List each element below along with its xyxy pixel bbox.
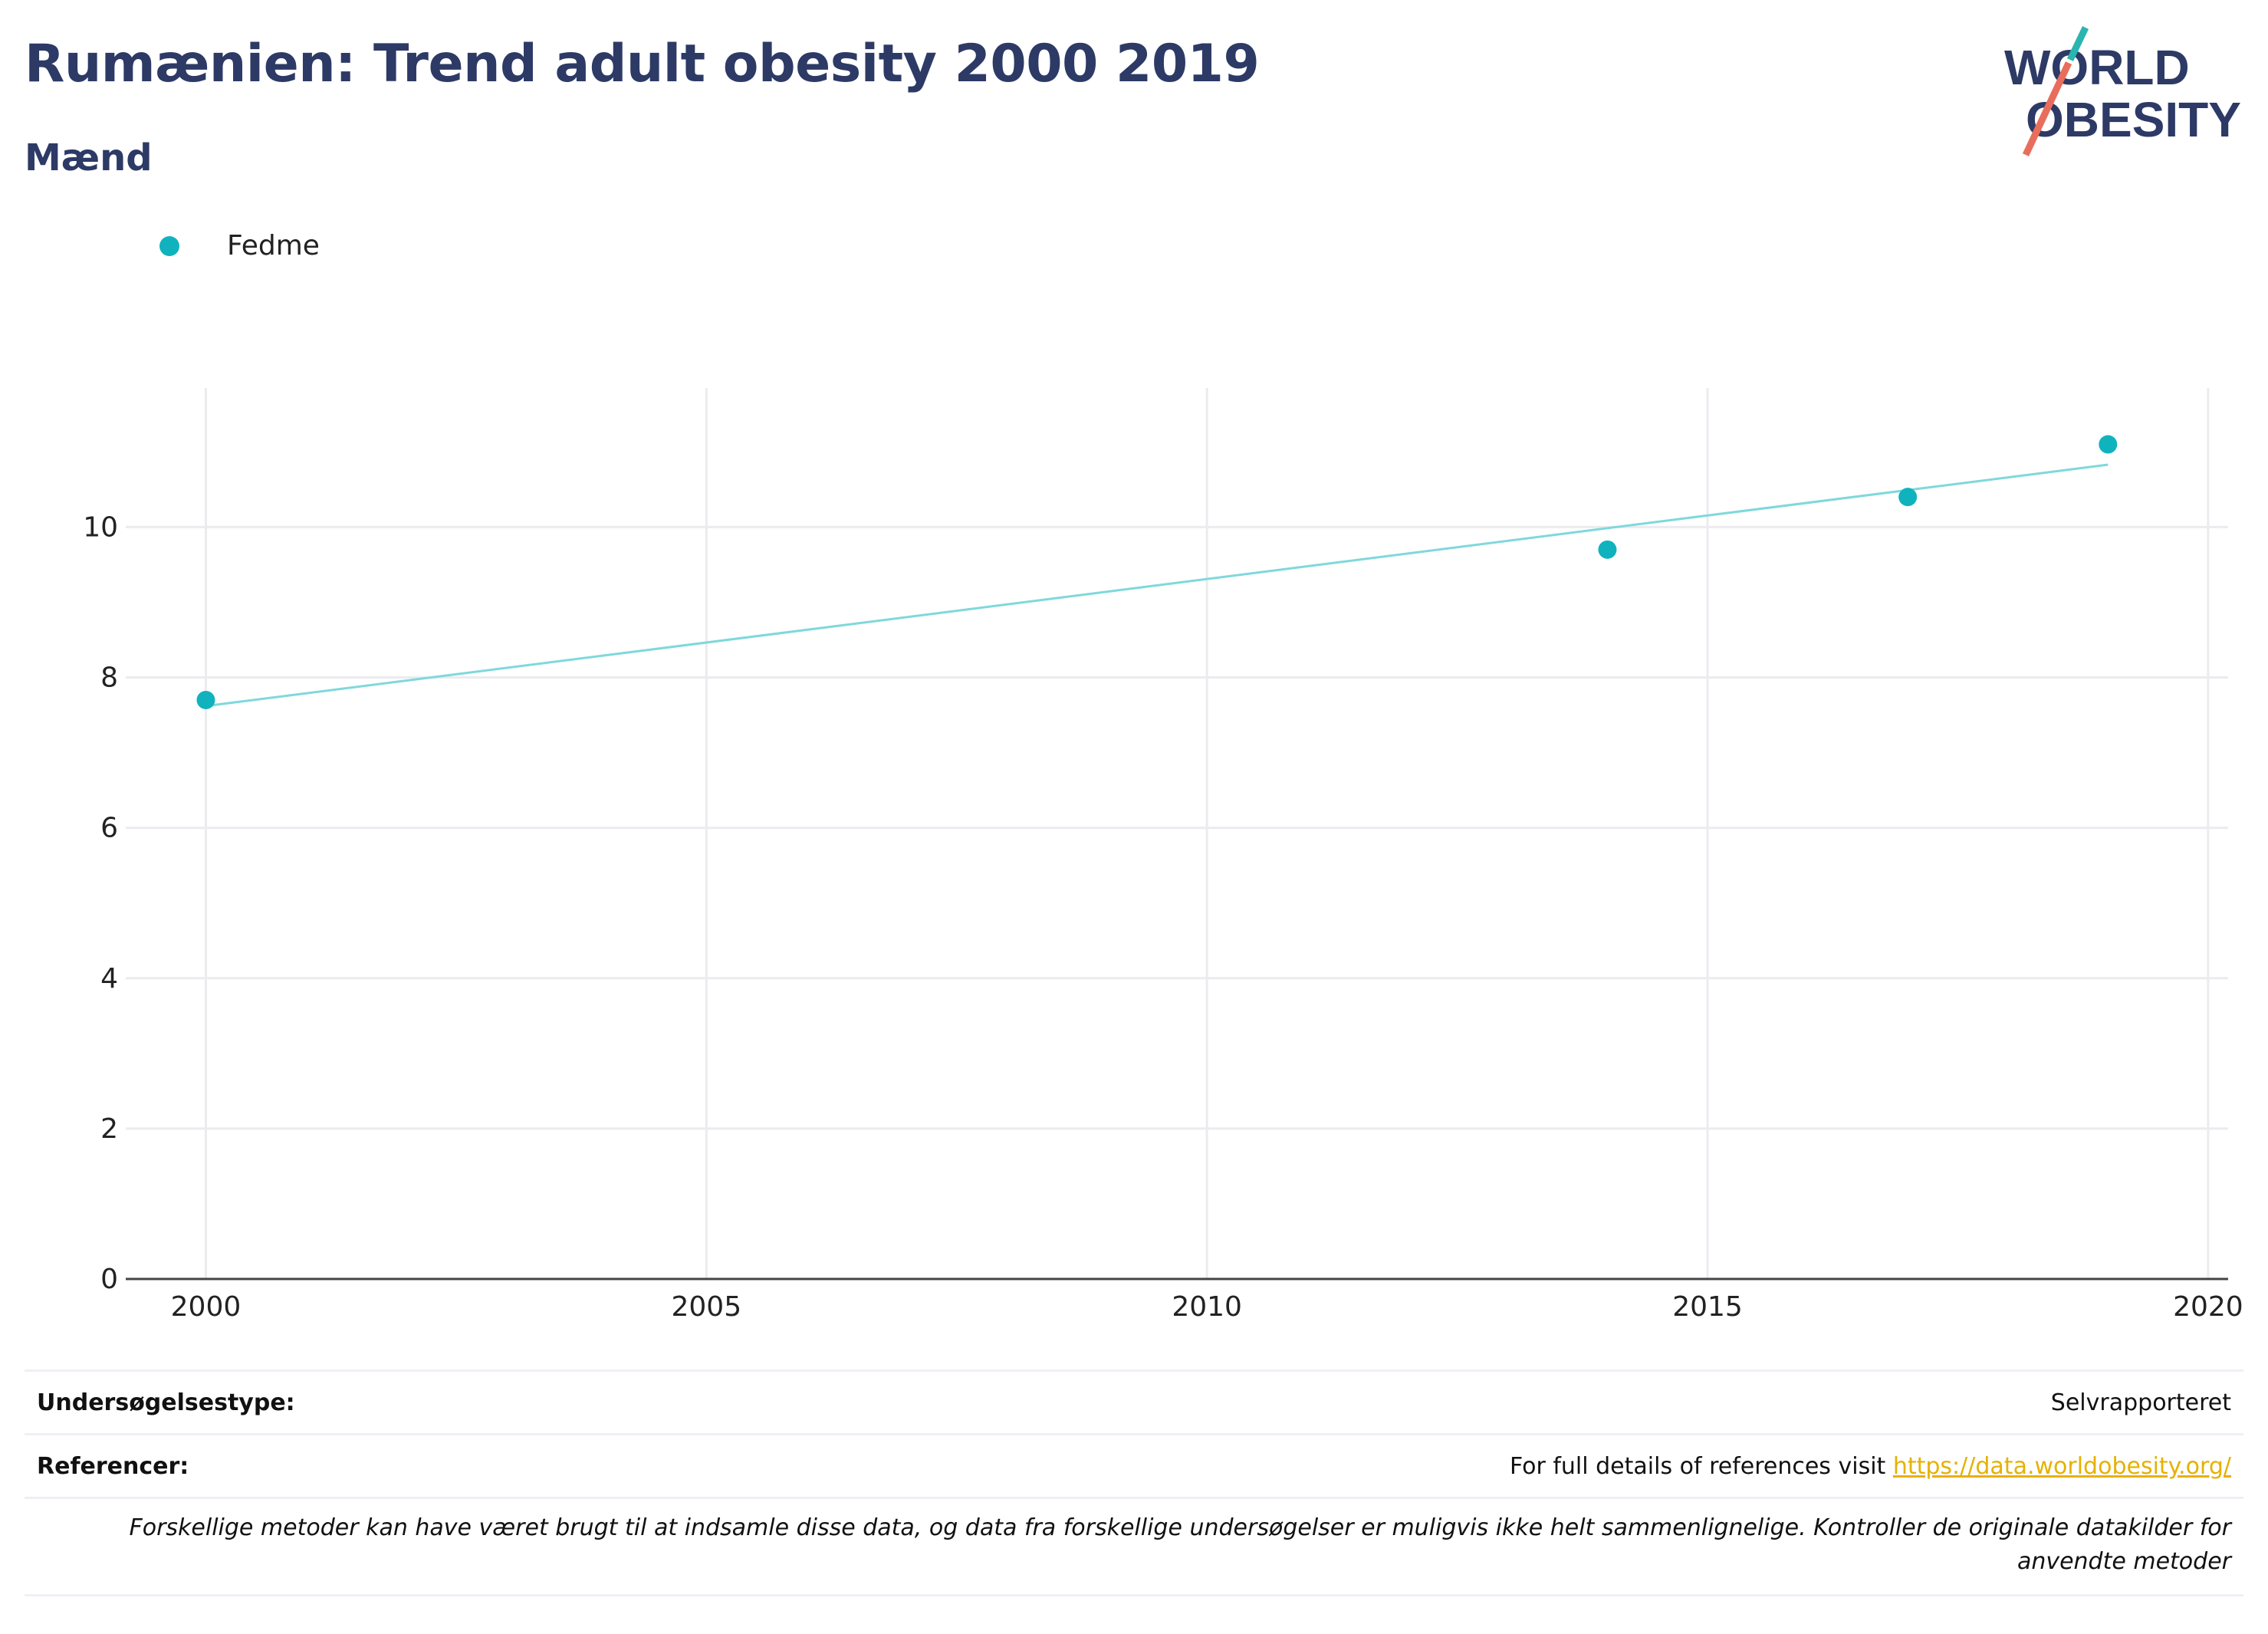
world-obesity-logo: WORLD OBESITY	[2004, 26, 2241, 156]
data-point-2000	[196, 690, 215, 709]
legend-label: Fedme	[227, 230, 320, 261]
logo-line1: WORLD	[2004, 40, 2190, 95]
x-tick-label-2000: 2000	[171, 1291, 242, 1323]
y-tick-label-10: 10	[83, 511, 118, 543]
page-title: Rumænien: Trend adult obesity 2000 2019	[25, 34, 1260, 94]
x-tick-label-2005: 2005	[672, 1291, 742, 1323]
survey-type-row: Undersøgelsestype: Selvrapporteret	[25, 1369, 2243, 1433]
y-tick-label-2: 2	[100, 1113, 118, 1145]
references-link[interactable]: https://data.worldobesity.org/	[1892, 1452, 2231, 1480]
y-tick-label-0: 0	[100, 1264, 118, 1295]
y-tick-label-6: 6	[100, 813, 118, 844]
x-tick-label-2020: 2020	[2173, 1291, 2243, 1323]
references-row: Referencer: For full details of referenc…	[25, 1433, 2243, 1497]
references-label: Referencer:	[37, 1452, 189, 1480]
data-point-2019	[2099, 435, 2118, 454]
page-subtitle: Mænd	[25, 136, 153, 179]
legend-marker	[159, 235, 179, 256]
x-tick-label-2010: 2010	[1172, 1291, 1242, 1323]
logo-slash-coral	[2022, 61, 2072, 156]
y-tick-label-4: 4	[100, 963, 118, 995]
data-point-2014	[1598, 540, 1617, 559]
trend-line-layer	[205, 463, 2109, 708]
grid-lines	[126, 388, 2228, 1279]
x-tick-label-2015: 2015	[1672, 1291, 1743, 1323]
chart-area: 2000 2005 2010 2015 2020 0 2 4 6 8 10	[83, 388, 2243, 1323]
survey-type-value: Selvrapporteret	[2050, 1389, 2231, 1416]
y-tick-label-8: 8	[100, 662, 118, 694]
data-point-2017	[1898, 488, 1918, 507]
references-value: For full details of references visit htt…	[1510, 1453, 2231, 1480]
references-text: For full details of references visit	[1509, 1452, 1893, 1480]
axes: 2000 2005 2010 2015 2020 0 2 4 6 8 10	[83, 511, 2243, 1323]
logo-line2: OBESITY	[2026, 92, 2241, 147]
trend-line	[205, 463, 2109, 708]
logo-slash-teal	[2066, 26, 2089, 61]
footer-table: Undersøgelsestype: Selvrapporteret Refer…	[25, 1369, 2243, 1596]
legend[interactable]: Fedme	[159, 230, 320, 261]
survey-type-label: Undersøgelsestype:	[37, 1389, 295, 1416]
methods-note: Forskellige metoder kan have været brugt…	[25, 1497, 2243, 1596]
data-points	[196, 435, 2118, 709]
